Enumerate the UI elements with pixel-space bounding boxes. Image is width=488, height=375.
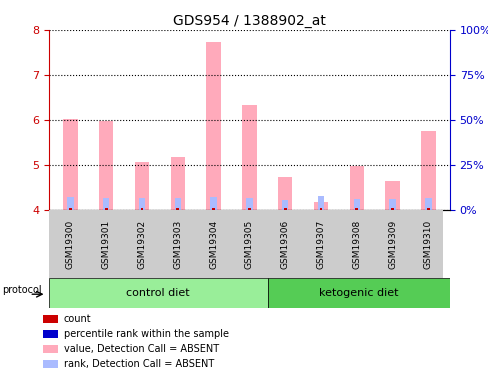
Text: ketogenic diet: ketogenic diet	[318, 288, 398, 297]
Bar	[43, 360, 58, 368]
Bar	[103, 198, 109, 210]
Bar	[43, 345, 58, 353]
Text: control diet: control diet	[126, 288, 190, 297]
Text: GSM19301: GSM19301	[102, 220, 110, 269]
Text: protocol: protocol	[2, 285, 42, 295]
Bar	[426, 208, 429, 210]
Bar	[424, 198, 431, 210]
Text: GSM19300: GSM19300	[66, 220, 75, 269]
Text: GSM19303: GSM19303	[173, 220, 182, 269]
Text: GSM19302: GSM19302	[137, 220, 146, 269]
Bar	[99, 122, 113, 210]
Bar	[176, 208, 179, 210]
Text: count: count	[63, 314, 91, 324]
Text: GSM19306: GSM19306	[280, 220, 289, 269]
Bar	[420, 131, 435, 210]
Bar	[210, 197, 216, 210]
Bar	[139, 198, 145, 210]
Bar	[140, 208, 143, 210]
Bar	[247, 208, 250, 210]
Bar	[313, 202, 327, 210]
Text: GSM19305: GSM19305	[244, 220, 253, 269]
Bar	[174, 198, 181, 210]
Bar	[63, 119, 78, 210]
Bar	[67, 197, 74, 210]
Bar	[206, 42, 220, 210]
Bar	[245, 198, 252, 210]
Bar	[385, 181, 399, 210]
Bar	[353, 199, 359, 210]
Text: GSM19307: GSM19307	[316, 220, 325, 269]
Bar	[69, 208, 72, 210]
Bar	[283, 208, 286, 210]
Bar	[267, 278, 449, 308]
Bar	[282, 200, 288, 210]
Bar	[135, 162, 149, 210]
Bar	[390, 208, 393, 210]
Bar	[49, 278, 267, 308]
Bar	[278, 177, 292, 210]
Bar	[170, 158, 184, 210]
Bar	[317, 196, 324, 210]
Bar	[43, 315, 58, 323]
Bar	[355, 208, 358, 210]
Text: value, Detection Call = ABSENT: value, Detection Call = ABSENT	[63, 344, 219, 354]
Text: GSM19304: GSM19304	[209, 220, 218, 269]
Bar	[242, 105, 256, 210]
Bar	[43, 330, 58, 338]
Text: percentile rank within the sample: percentile rank within the sample	[63, 329, 228, 339]
Text: GSM19308: GSM19308	[351, 220, 361, 269]
Title: GDS954 / 1388902_at: GDS954 / 1388902_at	[173, 13, 325, 28]
Text: GSM19310: GSM19310	[423, 220, 432, 269]
Text: GSM19309: GSM19309	[387, 220, 396, 269]
Bar	[104, 208, 107, 210]
Text: rank, Detection Call = ABSENT: rank, Detection Call = ABSENT	[63, 359, 214, 369]
Bar	[388, 199, 395, 210]
Bar	[212, 208, 215, 210]
Bar	[349, 166, 363, 210]
Bar	[319, 208, 322, 210]
